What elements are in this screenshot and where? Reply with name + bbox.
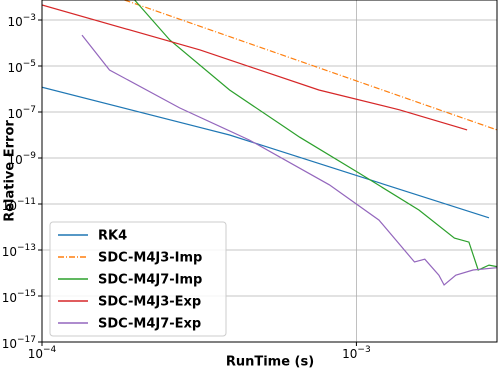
legend-label: RK4 bbox=[98, 229, 127, 244]
y-tick-label: 10−7 bbox=[7, 104, 36, 120]
y-tick-label: 10−17 bbox=[2, 335, 36, 351]
x-axis-label: RunTime (s) bbox=[226, 355, 314, 370]
y-tick-label: 10−5 bbox=[7, 58, 36, 74]
series-line bbox=[42, 86, 490, 219]
legend-label: SDC-M4J7-Exp bbox=[98, 317, 201, 332]
series-line bbox=[81, 34, 497, 286]
y-tick-label: 10−9 bbox=[7, 150, 36, 166]
plot-lines bbox=[42, 0, 497, 286]
series-line bbox=[124, 0, 497, 131]
y-axis-label: Relative Error bbox=[3, 120, 18, 222]
x-tick-label: 10−4 bbox=[28, 345, 57, 361]
legend-label: SDC-M4J3-Exp bbox=[98, 295, 201, 310]
series-line bbox=[42, 4, 468, 131]
y-tick-label: 10−3 bbox=[7, 12, 36, 28]
x-tick-label: 10−3 bbox=[342, 345, 371, 361]
legend-label: SDC-M4J3-Imp bbox=[98, 251, 202, 266]
y-tick-label: 10−15 bbox=[2, 288, 36, 304]
y-tick-label: 10−11 bbox=[2, 196, 36, 212]
plot-frame bbox=[41, 0, 498, 343]
legend-box bbox=[49, 221, 227, 337]
legend-label: SDC-M4J7-Imp bbox=[98, 273, 202, 288]
series-line bbox=[134, 0, 497, 271]
y-tick-label: 10−13 bbox=[2, 242, 36, 258]
